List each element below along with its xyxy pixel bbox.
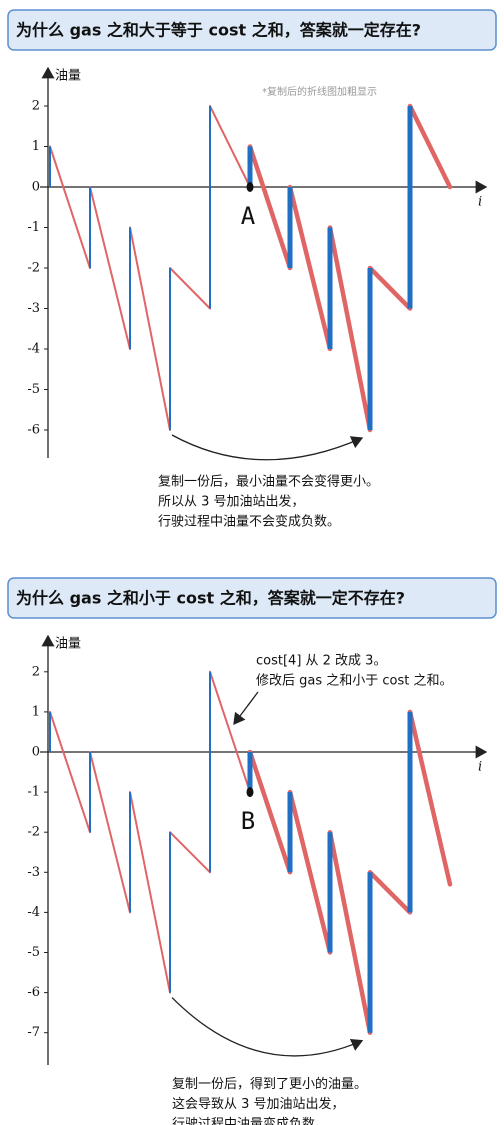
fuel-drop — [287, 789, 333, 955]
fuel-drop — [169, 831, 211, 874]
marker-dot — [246, 182, 254, 192]
callout: 修改后 gas 之和小于 cost 之和。 — [256, 674, 453, 689]
y-tick-label: -6 — [27, 985, 40, 1000]
y-tick-label: -2 — [27, 825, 40, 840]
fuel-drop — [89, 186, 131, 350]
fuel-drop — [367, 265, 413, 311]
y-axis-label: 油量 — [55, 69, 81, 84]
marker-label: B — [241, 807, 255, 835]
title-box — [7, 9, 497, 51]
y-tick-label: -7 — [27, 1025, 40, 1040]
y-tick-label: -2 — [27, 261, 40, 276]
fuel-drop — [89, 751, 131, 914]
fuel-drop — [407, 103, 453, 190]
y-tick-label: -1 — [27, 220, 40, 235]
fuel-drop — [247, 144, 293, 271]
fuel-drop — [49, 145, 91, 269]
y-tick-label: 0 — [32, 745, 40, 760]
fuel-drop — [367, 870, 413, 915]
y-tick-label: 2 — [32, 664, 40, 679]
fuel-drop — [247, 749, 293, 875]
y-tick-label: -5 — [27, 945, 40, 960]
fuel-drop — [327, 829, 373, 1035]
y-tick-label: -1 — [27, 785, 40, 800]
y-tick-label: -5 — [27, 382, 40, 397]
fuel-drop — [287, 184, 333, 352]
y-tick-label: 0 — [32, 180, 40, 195]
x-axis-label: i — [478, 760, 482, 775]
y-tick-label: -3 — [27, 865, 40, 880]
y-tick-label: -4 — [27, 905, 40, 920]
fuel-drop — [169, 267, 211, 310]
y-axis-label: 油量 — [55, 637, 81, 652]
y-tick-label: -3 — [27, 301, 40, 316]
annotation: 复制一份后，得到了更小的油量。 — [172, 1076, 367, 1092]
fuel-drop — [407, 709, 453, 887]
marker-label: A — [241, 202, 256, 230]
fuel-drop — [327, 225, 373, 433]
fuel-drop — [129, 791, 171, 994]
note: *复制后的折线图加粗显示 — [262, 85, 377, 98]
title-box — [7, 577, 497, 619]
fuel-drop — [49, 710, 91, 834]
y-tick-label: -6 — [27, 423, 40, 438]
marker-dot — [246, 787, 254, 798]
copy-arrow — [171, 434, 364, 461]
fuel-drop — [129, 226, 171, 431]
y-tick-label: 2 — [32, 99, 40, 114]
callout: cost[4] 从 2 改成 3。 — [256, 654, 386, 669]
title: 为什么 gas 之和大于等于 cost 之和，答案就一定存在? — [16, 21, 421, 40]
y-tick-label: 1 — [32, 139, 40, 154]
title: 为什么 gas 之和小于 cost 之和，答案就一定不存在? — [16, 589, 405, 608]
y-tick-label: -4 — [27, 342, 40, 357]
y-tick-label: 1 — [32, 704, 40, 719]
annotation: 所以从 3 号加油站出发， — [158, 494, 305, 510]
fuel-drop — [209, 670, 251, 794]
annotation: 行驶过程中油量不会变成负数。 — [158, 514, 340, 530]
callout-arrow — [233, 691, 259, 726]
annotation: 这会导致从 3 号加油站出发， — [172, 1096, 345, 1112]
annotation: 复制一份后，最小油量不会变得更小。 — [158, 474, 379, 490]
x-axis-label: i — [478, 195, 482, 210]
copy-arrow — [171, 997, 364, 1057]
fuel-drop — [209, 105, 251, 188]
annotation: 行驶过程中油量变成负数。 — [172, 1116, 328, 1125]
